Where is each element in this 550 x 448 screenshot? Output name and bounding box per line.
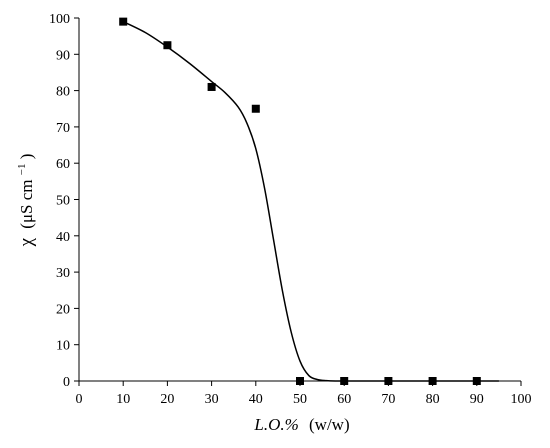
y-tick-label: 40 [56, 230, 70, 245]
y-axis-title-superscript: −1 [16, 164, 28, 176]
y-tick-label: 60 [56, 157, 70, 172]
data-point [207, 82, 216, 91]
y-tick-label: 90 [56, 48, 70, 63]
x-tick-label: 80 [426, 392, 440, 407]
x-tick-label: 60 [337, 392, 351, 407]
data-point [119, 17, 128, 26]
x-tick-label: 40 [249, 392, 263, 407]
x-tick-label: 90 [470, 392, 484, 407]
y-tick-label: 20 [56, 302, 70, 317]
y-tick-label: 100 [49, 12, 70, 27]
data-point [163, 41, 172, 50]
x-tick-label: 50 [293, 392, 307, 407]
y-tick-label: 10 [56, 339, 70, 354]
y-axis-title-symbol: χ [16, 237, 37, 247]
fit-curve [122, 20, 499, 382]
x-axis-ticks: 0 10 20 30 40 50 60 70 80 90 100 [76, 381, 532, 407]
data-point [296, 377, 304, 385]
y-tick-label: 80 [56, 85, 70, 100]
x-tick-label: 70 [381, 392, 395, 407]
x-tick-label: 30 [205, 392, 219, 407]
x-tick-label: 20 [160, 392, 174, 407]
x-tick-label: 10 [116, 392, 130, 407]
x-axis-title-unit: (w/w) [309, 415, 350, 434]
y-axis-title: χ (μS cm −1 ) [10, 154, 37, 248]
x-axis-title-main: L.O.% [253, 415, 298, 434]
data-point [428, 377, 437, 385]
y-tick-label: 30 [56, 266, 70, 281]
y-axis-title-unit: (μS cm [17, 179, 36, 228]
data-point [472, 377, 481, 385]
y-axis-ticks: 0 10 20 30 40 50 60 70 80 90 100 [49, 12, 79, 390]
data-markers [119, 17, 481, 385]
x-tick-label: 0 [76, 392, 83, 407]
y-tick-label: 0 [63, 375, 70, 390]
x-tick-label: 100 [511, 392, 532, 407]
x-axis-title: L.O.% (w/w) [253, 415, 349, 434]
data-point [340, 377, 349, 385]
y-axis-title-close: ) [17, 154, 36, 160]
y-tick-label: 50 [56, 194, 70, 209]
data-point [251, 104, 260, 113]
y-tick-label: 70 [56, 121, 70, 136]
data-point [384, 377, 393, 385]
